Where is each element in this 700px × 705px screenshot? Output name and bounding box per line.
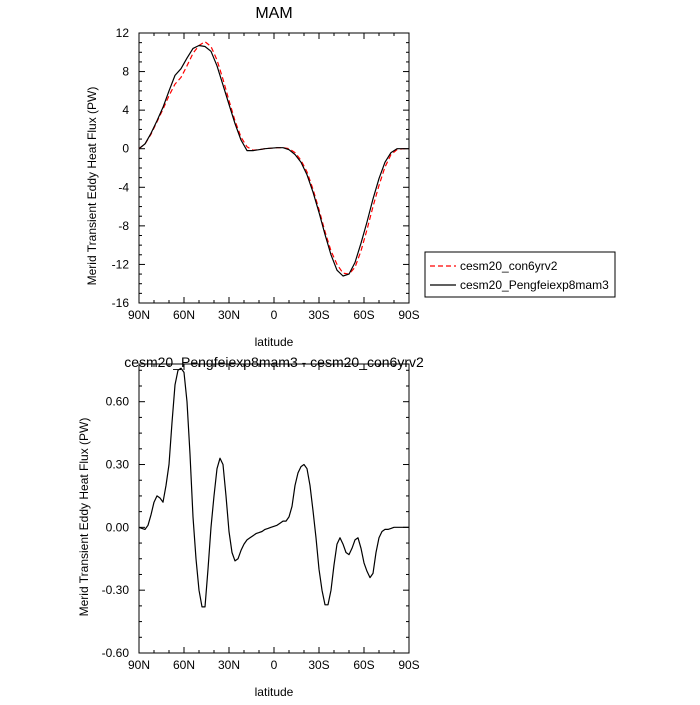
top-chart-title: MAM bbox=[255, 5, 292, 22]
legend-label-con6yrv2: cesm20_con6yrv2 bbox=[460, 259, 558, 273]
bottom-x-tick-label: 30N bbox=[218, 658, 240, 672]
bottom-plot: 90N 60N 30N 0 30S 60S 90S 0.60 0.30 0.00 -0.30 -0.6… bbox=[102, 363, 420, 672]
bottom-x-tick-label: 30S bbox=[308, 658, 329, 672]
bottom-y-tick-label: 0.00 bbox=[106, 520, 130, 534]
top-series-line-cesm20-con6yrv2 bbox=[138, 41, 409, 275]
top-legend: cesm20_con6yrv2 cesm20_Pengfeiexp8mam3 bbox=[424, 251, 616, 298]
bottom-series-line-difference bbox=[138, 367, 409, 608]
top-x-tick-label: 60N bbox=[173, 308, 195, 322]
top-x-tick-label: 90S bbox=[398, 308, 419, 322]
top-y-tick-label: 8 bbox=[122, 65, 129, 79]
bottom-y-tick-label: 0.60 bbox=[106, 395, 130, 409]
top-chart-xlabel: latitude bbox=[255, 335, 294, 349]
bottom-x-tick-label: 60N bbox=[173, 658, 195, 672]
bottom-chart: cesm20_Pengfeiexp8mam3 - cesm20_con6yrv2… bbox=[77, 354, 424, 699]
top-x-tick-label: 30S bbox=[308, 308, 329, 322]
top-series-line-cesm20-pengfeiexp8mam3 bbox=[138, 44, 409, 277]
top-chart: MAM latitude Merid Transient Eddy Heat F… bbox=[85, 5, 294, 349]
top-y-tick-label: 0 bbox=[122, 142, 129, 156]
top-y-tick-label: 4 bbox=[122, 103, 129, 117]
bottom-chart-ylabel: Merid Transient Eddy Heat Flux (PW) bbox=[77, 418, 91, 617]
bottom-x-tick-label: 60S bbox=[353, 658, 374, 672]
top-plot: 90N 60N 30N 0 30S 60S 90S 12 8 4 0 -4 -8 -12 -16 bbox=[112, 26, 420, 322]
top-x-tick-label: 60S bbox=[353, 308, 374, 322]
bottom-y-tick-label: -0.30 bbox=[102, 583, 130, 597]
bottom-x-tick-label: 90S bbox=[398, 658, 419, 672]
bottom-plot-frame bbox=[138, 363, 410, 654]
bottom-chart-xlabel: latitude bbox=[255, 685, 294, 699]
bottom-y-tick-label: -0.60 bbox=[102, 646, 130, 660]
legend-label-pengfeiexp8mam3: cesm20_Pengfeiexp8mam3 bbox=[460, 278, 609, 292]
top-chart-ylabel: Merid Transient Eddy Heat Flux (PW) bbox=[85, 87, 99, 286]
top-plot-frame bbox=[138, 32, 410, 304]
top-x-tick-label: 0 bbox=[271, 308, 278, 322]
bottom-x-tick-label: 0 bbox=[271, 658, 278, 672]
top-y-tick-label: -8 bbox=[118, 219, 129, 233]
legend-box bbox=[424, 251, 616, 298]
bottom-y-tick-label: 0.30 bbox=[106, 458, 130, 472]
top-x-tick-label: 30N bbox=[218, 308, 240, 322]
top-y-tick-label: 12 bbox=[116, 26, 130, 40]
top-x-tick-label: 90N bbox=[128, 308, 150, 322]
top-y-tick-label: -12 bbox=[112, 257, 130, 271]
top-y-tick-label: -4 bbox=[118, 180, 129, 194]
bottom-x-tick-label: 90N bbox=[128, 658, 150, 672]
top-y-tick-label: -16 bbox=[112, 296, 130, 310]
